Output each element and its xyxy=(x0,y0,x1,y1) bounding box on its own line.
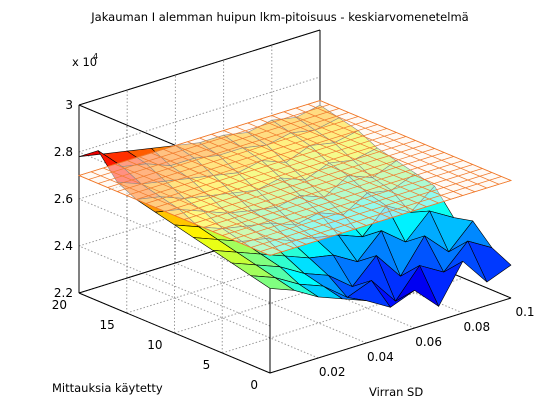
left-wall-gridline xyxy=(78,198,271,280)
chart-title: Jakauman I alemman huipun lkm-pitoisuus … xyxy=(90,10,468,24)
reference-plane-gridline xyxy=(155,132,397,208)
y-tick-label: 20 xyxy=(52,298,67,312)
y-tick-label: 5 xyxy=(203,358,211,372)
reference-plane-gridline xyxy=(223,130,415,211)
y-axis-line xyxy=(78,292,271,374)
x-axis-label: Virran SD xyxy=(369,385,423,399)
x-tick-label: 0.08 xyxy=(463,320,490,334)
reference-plane-gridline xyxy=(117,116,359,192)
y-tick-label: 15 xyxy=(99,318,114,332)
z-tick-label: 2.8 xyxy=(54,145,73,159)
floor-gridline xyxy=(175,262,367,344)
reference-plane-gridline xyxy=(247,122,439,204)
tick-labels: 0.02 0.04 0.06 0.08 0.1 0 5 10 15 202.2 2.4 2.6 2.8 3 xyxy=(52,98,535,392)
reference-plane-gridline xyxy=(97,108,340,184)
reference-plane-gridline xyxy=(126,120,368,196)
x-axis-line xyxy=(269,297,512,374)
reference-plane-gridline xyxy=(283,111,475,193)
y-tick-label: 0 xyxy=(250,378,258,392)
reference-plane-gridline xyxy=(107,112,349,188)
reference-plane xyxy=(77,100,513,256)
z-tick-label: 2.6 xyxy=(54,192,73,206)
reference-plane-gridline xyxy=(319,100,512,181)
y-tick-label: 10 xyxy=(147,338,162,352)
back-edge xyxy=(78,29,321,106)
reference-plane-gridline xyxy=(235,126,427,208)
z-tick-label: 2.4 xyxy=(54,239,73,253)
reference-plane-gridline xyxy=(211,133,403,215)
x-tick-label: 0.06 xyxy=(415,335,442,349)
reference-plane-gridline xyxy=(259,118,451,200)
z-tick-label: 2.2 xyxy=(54,286,73,300)
reference-plane-gridline xyxy=(295,107,488,189)
reference-plane-gridline xyxy=(145,128,387,204)
y-axis-label: Mittauksia käytetty xyxy=(52,381,163,395)
reference-plane-gridline xyxy=(164,136,407,212)
reference-plane-gridline xyxy=(136,124,378,200)
reference-plane-gridline xyxy=(271,115,463,196)
reference-plane-gridline xyxy=(307,103,500,185)
back-wall-gridline xyxy=(78,76,321,153)
left-wall-gridline xyxy=(78,245,271,327)
reference-plane-gridline xyxy=(78,100,321,176)
x-tick-label: 0.02 xyxy=(319,365,346,379)
reference-plane-gridline xyxy=(88,104,330,180)
x-tick-label: 0.04 xyxy=(367,350,394,364)
surface-patch xyxy=(250,275,295,291)
reference-plane-gridline xyxy=(174,140,416,216)
z-exponent-power: 4 xyxy=(93,52,98,61)
floor-gridline xyxy=(127,277,319,359)
z-tick-label: 3 xyxy=(65,98,73,112)
z-exponent-label: x 10 xyxy=(72,55,97,69)
x-tick-label: 0.1 xyxy=(515,305,534,319)
